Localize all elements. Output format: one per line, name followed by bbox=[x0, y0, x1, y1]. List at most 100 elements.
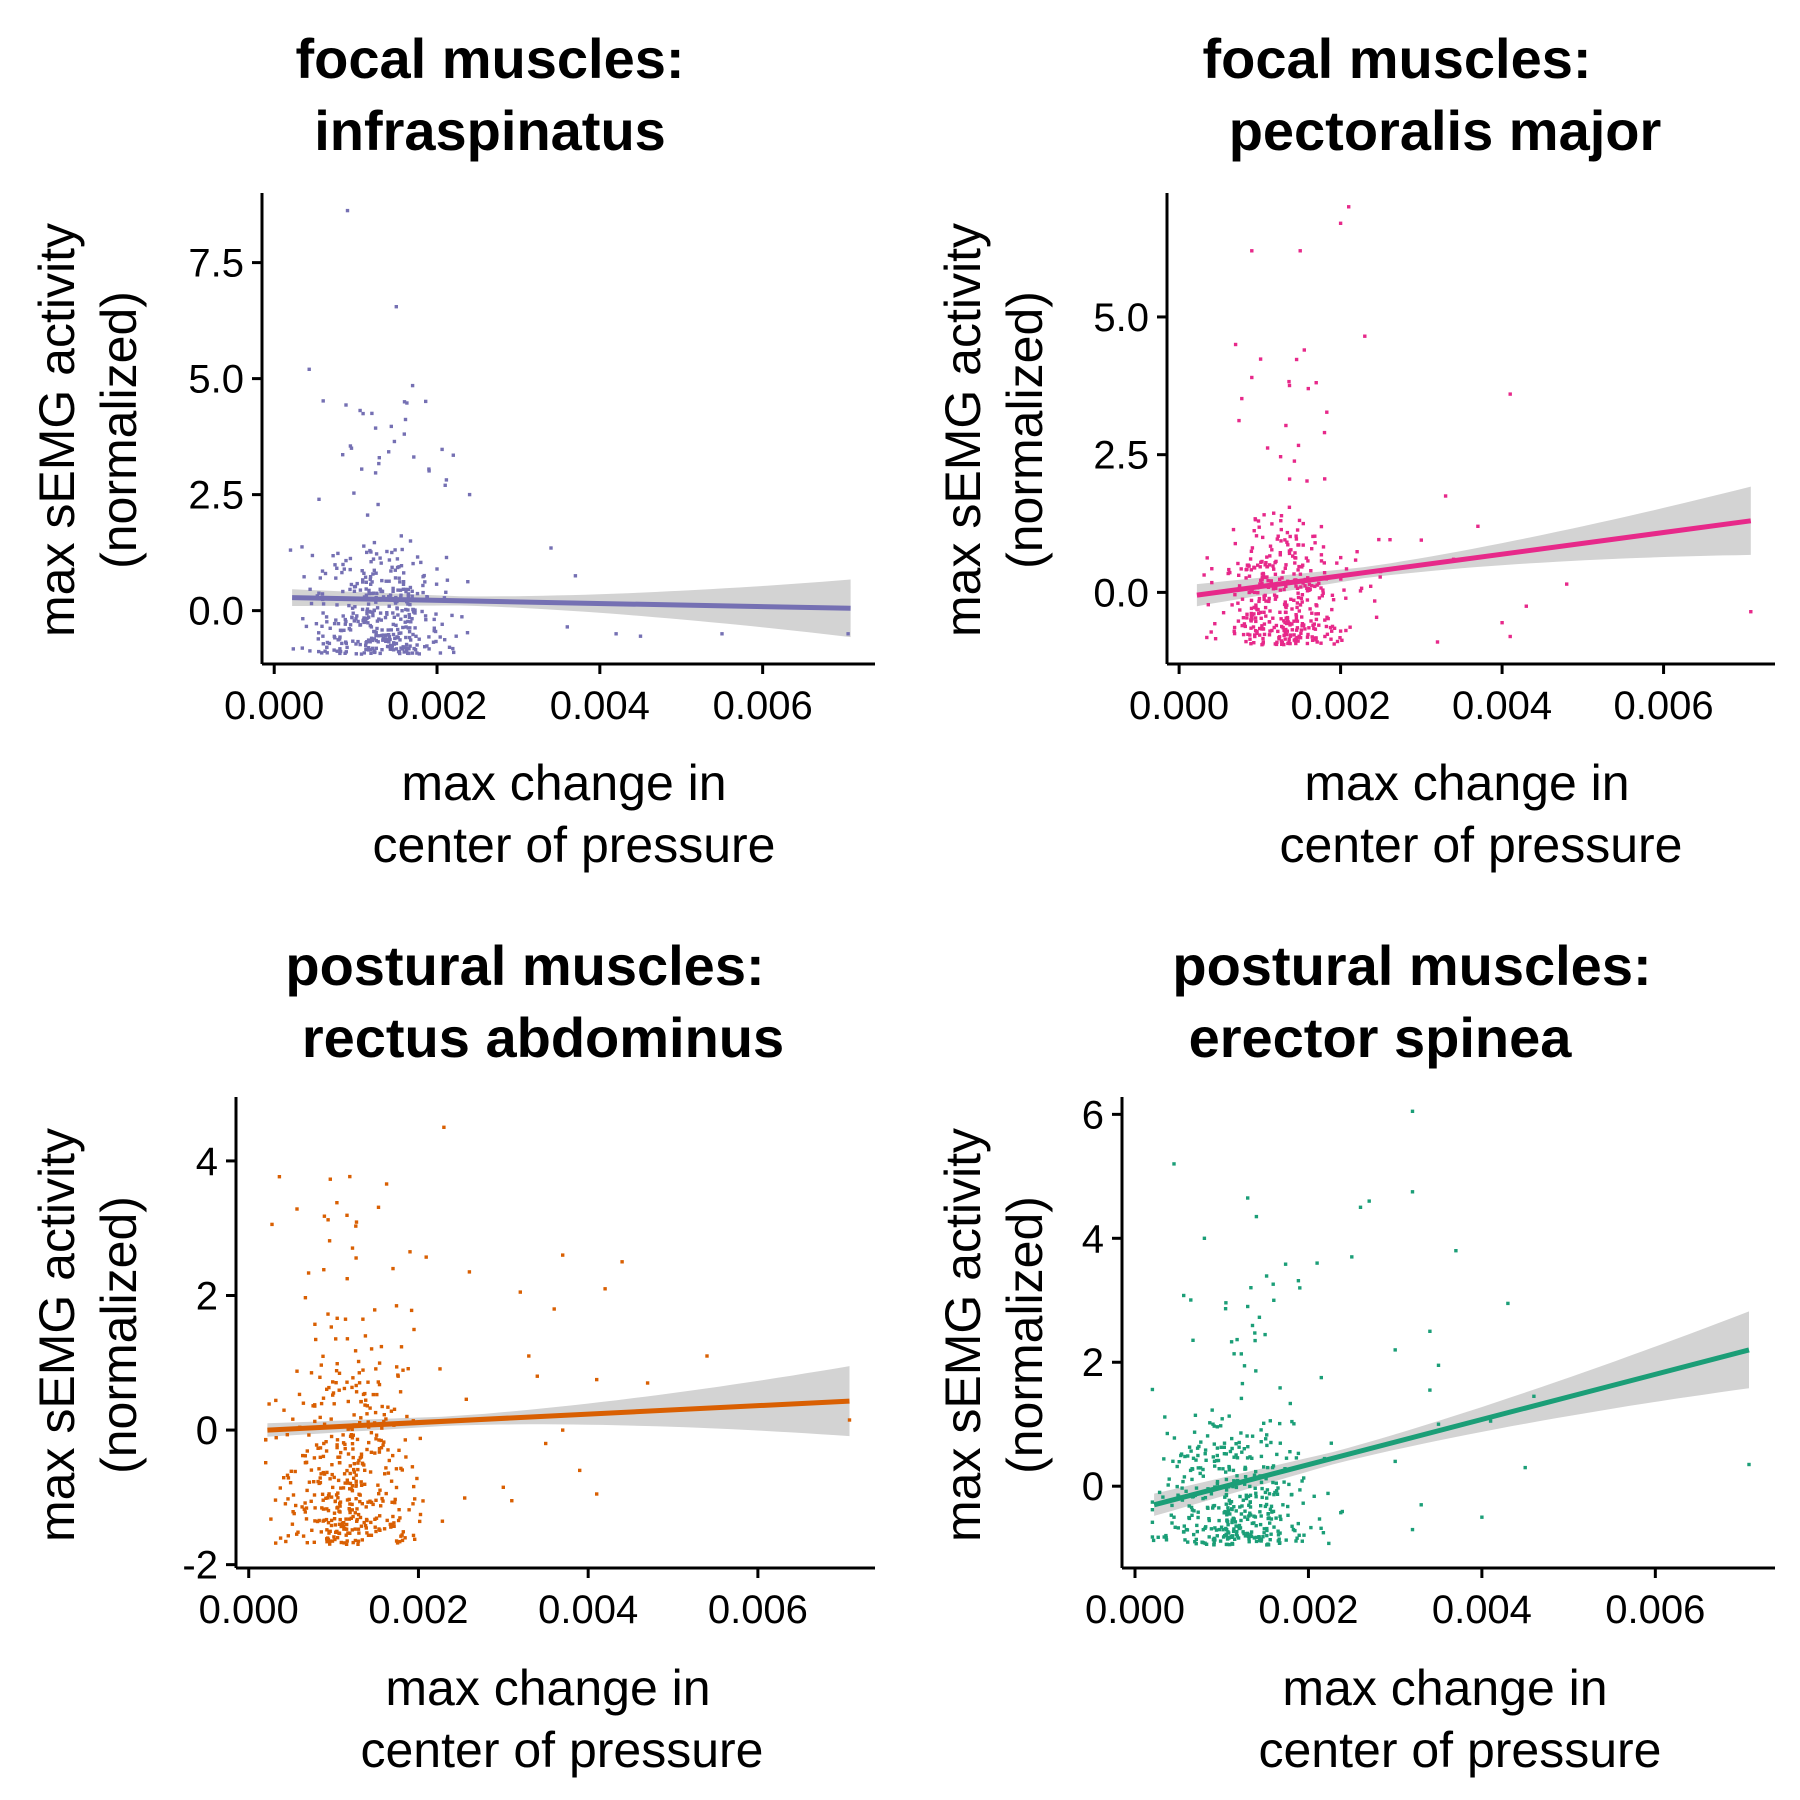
data-point bbox=[402, 432, 406, 436]
data-point bbox=[1286, 1504, 1290, 1509]
data-point bbox=[1298, 572, 1303, 576]
data-point bbox=[1259, 616, 1263, 620]
data-point bbox=[387, 579, 391, 583]
data-point bbox=[376, 640, 380, 644]
data-point bbox=[420, 609, 424, 614]
data-point bbox=[364, 1398, 368, 1402]
data-point bbox=[351, 639, 355, 643]
data-point bbox=[1193, 1413, 1198, 1417]
data-point bbox=[336, 1455, 340, 1459]
data-point bbox=[1248, 633, 1252, 637]
data-point bbox=[1301, 521, 1305, 526]
data-point bbox=[366, 1533, 371, 1537]
data-point bbox=[350, 1508, 354, 1512]
data-point bbox=[1224, 1533, 1228, 1538]
data-point bbox=[1321, 591, 1325, 595]
data-point bbox=[387, 604, 391, 608]
data-point bbox=[312, 1456, 317, 1460]
data-point bbox=[381, 1499, 385, 1503]
data-point bbox=[367, 615, 371, 619]
data-point bbox=[1275, 1452, 1279, 1457]
data-point bbox=[1300, 1479, 1304, 1483]
data-point bbox=[378, 651, 382, 656]
data-point bbox=[1315, 583, 1319, 587]
data-point bbox=[1284, 423, 1288, 428]
data-point bbox=[320, 1492, 325, 1496]
data-point bbox=[1250, 1323, 1255, 1328]
data-point bbox=[1227, 567, 1231, 572]
data-point bbox=[1264, 599, 1268, 603]
data-point bbox=[347, 627, 351, 631]
data-point bbox=[320, 592, 325, 596]
data-point bbox=[340, 570, 344, 575]
data-point bbox=[1246, 1196, 1250, 1200]
data-point bbox=[452, 650, 456, 655]
data-point bbox=[1301, 543, 1305, 547]
data-point bbox=[1258, 1538, 1262, 1543]
data-point bbox=[379, 1438, 383, 1443]
data-point bbox=[391, 622, 395, 627]
data-point bbox=[390, 1522, 394, 1527]
data-point bbox=[379, 1446, 384, 1450]
data-point bbox=[552, 1307, 556, 1311]
data-point bbox=[369, 610, 373, 614]
data-point bbox=[432, 626, 436, 630]
data-point bbox=[1335, 561, 1339, 565]
data-point bbox=[1261, 627, 1265, 631]
data-point bbox=[1288, 1450, 1292, 1454]
data-point bbox=[356, 619, 360, 624]
data-point bbox=[372, 608, 376, 613]
data-point bbox=[383, 615, 388, 620]
data-point bbox=[1265, 1526, 1269, 1531]
data-point bbox=[1205, 635, 1209, 640]
data-point bbox=[1235, 1474, 1239, 1478]
data-point bbox=[412, 455, 416, 459]
data-point bbox=[362, 1520, 366, 1525]
data-point bbox=[367, 1440, 371, 1445]
data-point bbox=[1238, 1494, 1242, 1499]
data-point bbox=[440, 622, 444, 626]
data-point bbox=[1187, 1516, 1192, 1521]
data-point bbox=[348, 567, 352, 572]
data-point bbox=[329, 1523, 334, 1528]
data-point bbox=[301, 1453, 305, 1458]
data-point bbox=[1227, 1414, 1231, 1418]
data-point bbox=[335, 1536, 340, 1540]
data-point bbox=[329, 1434, 334, 1439]
data-point bbox=[1279, 639, 1284, 643]
data-point bbox=[1266, 1512, 1270, 1516]
data-point bbox=[1500, 621, 1504, 625]
data-point bbox=[1169, 1513, 1173, 1517]
data-point bbox=[1164, 1535, 1168, 1540]
data-point bbox=[336, 1491, 340, 1495]
x-tick-label: 0.004 bbox=[1452, 684, 1552, 728]
data-point bbox=[392, 641, 396, 645]
y-tick-label: -2 bbox=[182, 1544, 218, 1588]
x-tick-label: 0.000 bbox=[224, 684, 324, 728]
data-point bbox=[278, 1536, 283, 1540]
data-point bbox=[376, 502, 380, 507]
data-point bbox=[1262, 632, 1267, 637]
data-point bbox=[336, 622, 341, 626]
data-point bbox=[397, 631, 401, 636]
data-point bbox=[1256, 591, 1260, 595]
data-point bbox=[1162, 1457, 1166, 1461]
data-point bbox=[361, 1368, 365, 1372]
data-point bbox=[359, 1483, 364, 1487]
data-point bbox=[400, 609, 404, 613]
data-point bbox=[1340, 638, 1344, 642]
data-point bbox=[1267, 596, 1271, 601]
data-point bbox=[1233, 1537, 1237, 1541]
data-point bbox=[1344, 596, 1348, 600]
data-point bbox=[356, 1539, 361, 1543]
data-point bbox=[335, 1445, 339, 1450]
data-point bbox=[1204, 1458, 1208, 1462]
data-point bbox=[1249, 606, 1254, 611]
data-point bbox=[364, 647, 368, 651]
data-point bbox=[1237, 1445, 1241, 1449]
data-point bbox=[369, 582, 373, 586]
data-point bbox=[406, 587, 410, 592]
data-point bbox=[1273, 572, 1278, 576]
data-point bbox=[1242, 1531, 1246, 1536]
data-point bbox=[350, 1436, 355, 1440]
